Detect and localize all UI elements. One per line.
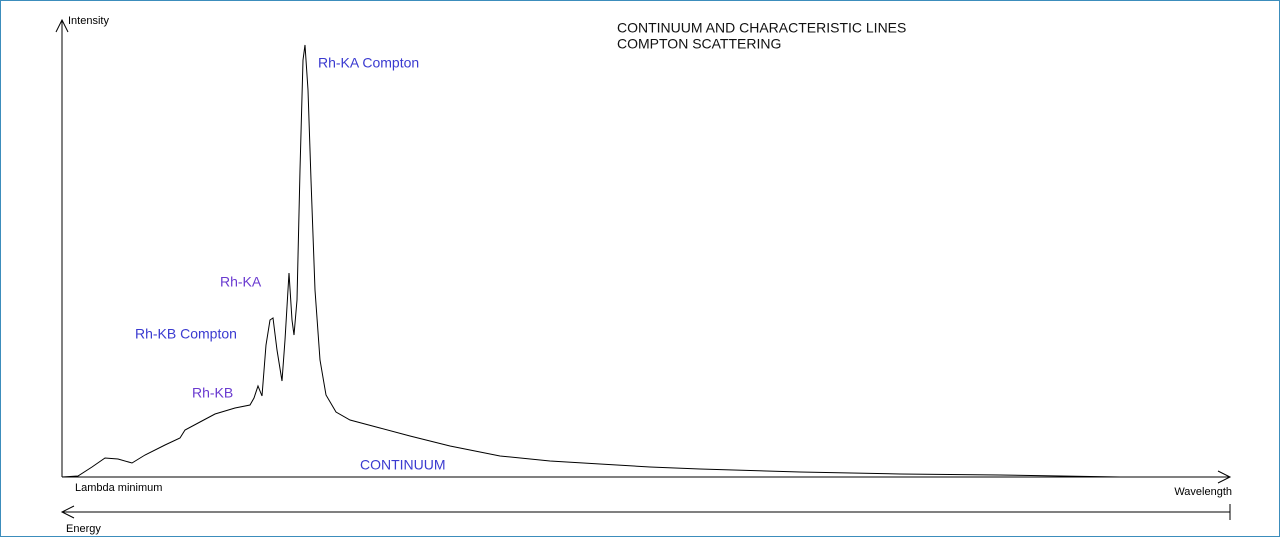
peak-label: Rh-KA Compton [318, 55, 419, 71]
peak-label: Rh-KB [192, 385, 233, 401]
peak-label: Rh-KB Compton [135, 326, 237, 342]
y-arrow [55, 18, 69, 33]
x-arrow [1217, 470, 1232, 484]
x-start-label: Lambda minimum [75, 482, 162, 494]
title-line: COMPTON SCATTERING [617, 36, 781, 52]
continuum-label: CONTINUUM [360, 457, 446, 473]
energy-arrow [60, 505, 75, 519]
peak-label: Rh-KA [220, 274, 262, 290]
title-line: CONTINUUM AND CHARACTERISTIC LINES [617, 20, 906, 36]
spectrum-curve [61, 44, 1121, 478]
y-axis-label: Intensity [68, 15, 109, 27]
x-axis-label: Wavelength [1174, 486, 1232, 498]
energy-label: Energy [66, 523, 101, 535]
